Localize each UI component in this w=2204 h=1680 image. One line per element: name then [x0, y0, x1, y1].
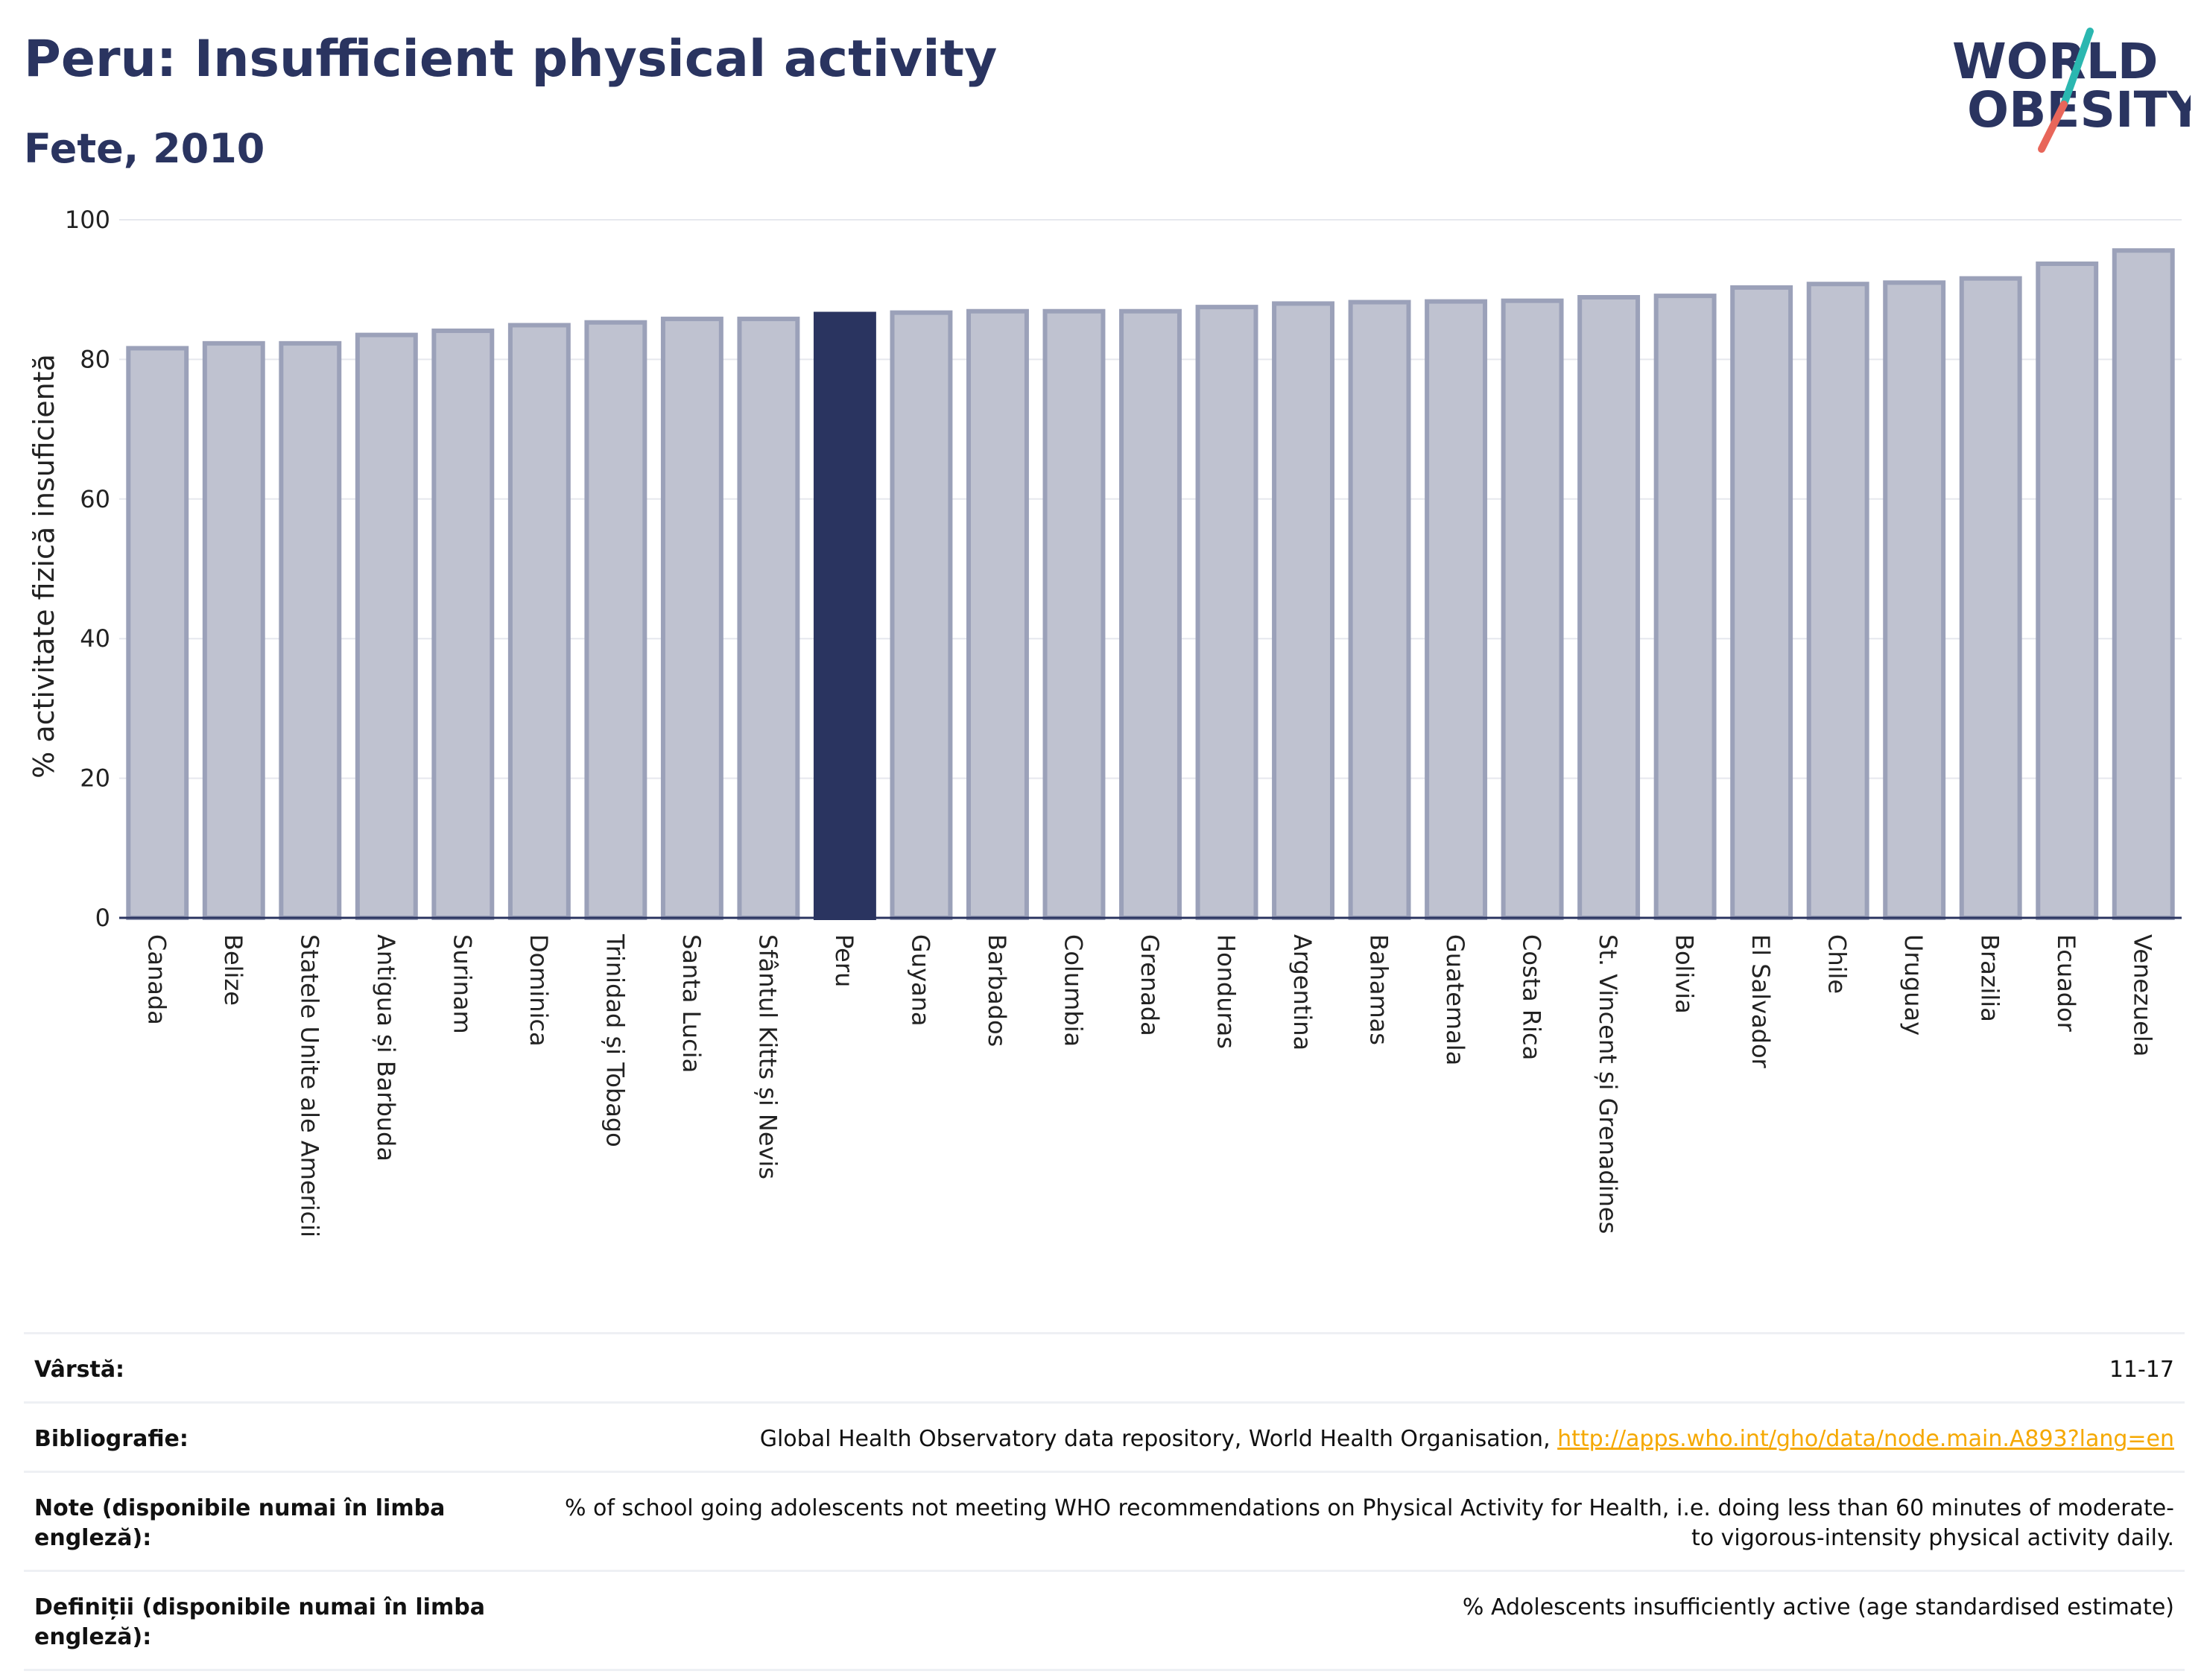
bar — [355, 332, 418, 921]
bar — [126, 346, 189, 920]
category-label: Venezuela — [2129, 934, 2157, 1056]
bar — [1653, 294, 1717, 920]
category-label: Columbia — [1059, 934, 1087, 1047]
category-label: Surinam — [448, 934, 476, 1034]
category-label: Guatemala — [1441, 934, 1469, 1065]
category-label: Ecuador — [2052, 934, 2080, 1033]
bar — [1806, 282, 1869, 921]
metadata-value: % Adolescents insufficiently active (age… — [556, 1593, 2174, 1623]
category-label: St. Vincent și Grenadines — [1594, 934, 1622, 1234]
bar — [507, 323, 571, 920]
category-label: Bolivia — [1671, 934, 1699, 1014]
logo-slash-bottom — [2038, 101, 2068, 153]
category-label: Peru — [830, 934, 858, 987]
bar — [737, 317, 800, 920]
bar — [2112, 248, 2175, 920]
bars — [126, 248, 2175, 921]
category-label: Brazilia — [1976, 934, 2004, 1022]
bar — [660, 317, 723, 920]
metadata-row: Definiții (disponibile numai în limba en… — [24, 1570, 2185, 1671]
metadata-label: Note (disponibile numai în limba engleză… — [34, 1495, 446, 1551]
metadata-label: Vârstă: — [34, 1357, 125, 1383]
category-label: Costa Rica — [1518, 934, 1546, 1060]
category-label: Barbados — [983, 934, 1011, 1047]
category-label: Sfântul Kitts și Nevis — [753, 934, 782, 1179]
source-link[interactable]: http://apps.who.int/gho/data/node.main.A… — [1557, 1426, 2174, 1452]
metadata-value: Global Health Observatory data repositor… — [556, 1424, 2174, 1454]
category-label: Canada — [142, 934, 171, 1025]
category-label: Honduras — [1212, 934, 1241, 1049]
bar — [1959, 276, 2022, 920]
bar — [431, 328, 495, 921]
category-label: Trinidad și Tobago — [601, 933, 629, 1147]
metadata-label: Bibliografie: — [34, 1426, 189, 1452]
y-tick-label: 60 — [80, 485, 110, 513]
bar — [1272, 301, 1334, 920]
metadata-row: Note (disponibile numai în limba engleză… — [24, 1471, 2185, 1570]
page-subtitle: Fete, 2010 — [24, 125, 265, 172]
bar — [1119, 308, 1182, 920]
metadata-row: Bibliografie: Global Health Observatory d… — [24, 1401, 2185, 1471]
category-label: Chile — [1823, 934, 1852, 994]
metadata-value-text: % Adolescents insufficiently active (age… — [1462, 1594, 2174, 1620]
bar — [1730, 285, 1793, 921]
bar — [1348, 299, 1411, 921]
y-tick-label: 80 — [80, 345, 110, 373]
metadata-value-text: % of school going adolescents not meetin… — [564, 1495, 2174, 1551]
category-label: Grenada — [1136, 934, 1164, 1036]
bar — [1577, 295, 1641, 920]
category-label: Guyana — [906, 934, 934, 1027]
logo-slash-top — [2060, 28, 2094, 108]
metadata-row: Vârstă: 11-17 — [24, 1332, 2185, 1401]
page-title: Peru: Insufficient physical activity — [24, 30, 998, 89]
y-tick-label: 0 — [95, 904, 110, 932]
category-label: Antigua și Barbuda — [372, 934, 400, 1161]
category-label: Belize — [219, 934, 247, 1006]
bar — [1501, 298, 1564, 920]
category-label: Uruguay — [1899, 934, 1928, 1036]
metadata-value-text: Global Health Observatory data repositor… — [759, 1426, 1558, 1452]
metadata-value: 11-17 — [556, 1355, 2174, 1385]
category-label: Argentina — [1288, 934, 1317, 1050]
bar-chart: 0 20 40 60 80 100 Canada Belize Statele Unite a… — [28, 206, 2182, 1237]
bar — [2036, 261, 2099, 920]
bar — [966, 308, 1029, 920]
bar-highlighted — [813, 311, 876, 920]
category-label: Dominica — [525, 934, 553, 1047]
category-labels: Canada Belize Statele Unite ale Americii An… — [142, 933, 2156, 1237]
metadata-value-text: 11-17 — [2109, 1357, 2174, 1383]
category-label: Santa Lucia — [677, 934, 706, 1073]
bar — [279, 340, 342, 920]
y-tick-labels: 0 20 40 60 80 100 — [65, 206, 110, 932]
bar — [202, 340, 265, 920]
metadata-value: % of school going adolescents not meetin… — [556, 1494, 2174, 1553]
y-tick-label: 20 — [80, 764, 110, 793]
logo-line1: WORLD — [1952, 33, 2159, 90]
metadata-label: Definiții (disponibile numai în limba en… — [34, 1594, 485, 1650]
category-label: El Salvador — [1747, 934, 1775, 1069]
logo-line2: OBESITY — [1967, 81, 2191, 139]
metadata-table: Vârstă: 11-17 Bibliografie: Global Health O… — [24, 1332, 2185, 1671]
bar — [1425, 299, 1488, 920]
world-obesity-logo: WORLD OBESITY — [1952, 28, 2191, 153]
bar — [1883, 280, 1946, 920]
bar — [1042, 308, 1106, 920]
y-axis-title: % activitate fizică insuficientă — [28, 354, 60, 779]
bar — [584, 320, 647, 920]
bar — [1195, 305, 1258, 920]
category-label: Bahamas — [1365, 934, 1393, 1045]
y-tick-label: 40 — [80, 624, 110, 653]
bar — [890, 310, 953, 921]
category-label: Statele Unite ale Americii — [295, 934, 323, 1237]
y-tick-label: 100 — [65, 206, 110, 234]
